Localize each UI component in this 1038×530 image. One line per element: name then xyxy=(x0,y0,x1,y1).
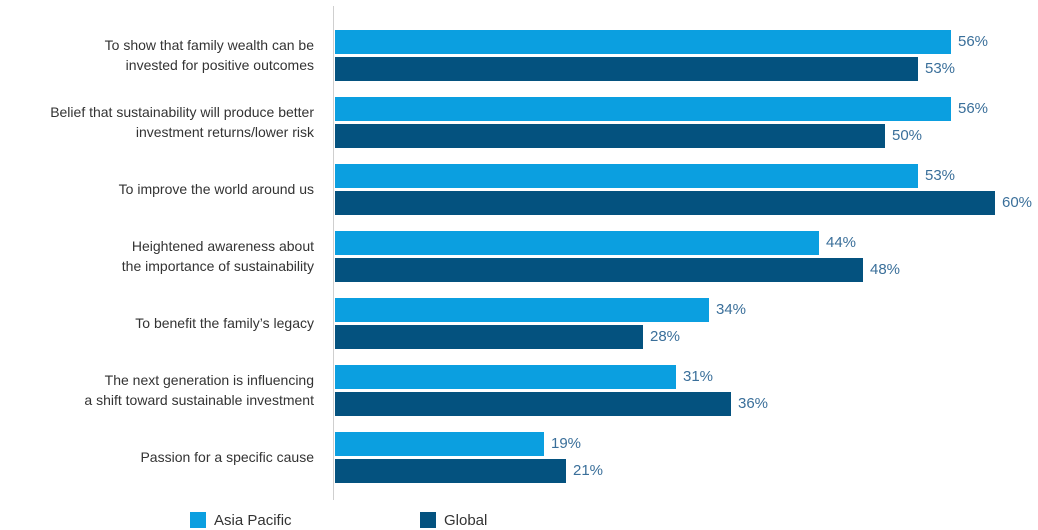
category-label-line: the importance of sustainability xyxy=(121,258,314,274)
bar-global xyxy=(335,392,731,416)
bar-global xyxy=(335,459,566,483)
category-label-line: Belief that sustainability will produce … xyxy=(50,104,314,120)
category-label-line: To improve the world around us xyxy=(118,181,314,197)
bar-asia-pacific xyxy=(335,164,918,188)
category-label-line: The next generation is influencing xyxy=(104,372,314,388)
category-label-line: a shift toward sustainable investment xyxy=(84,392,314,408)
legend-item: Asia Pacific xyxy=(190,510,292,530)
category-label-line: To benefit the family’s legacy xyxy=(135,315,314,331)
bar-asia-pacific xyxy=(335,97,951,121)
bar-asia-pacific xyxy=(335,231,819,255)
data-label: 31% xyxy=(683,368,714,385)
category-label: To show that family wealth can be investe… xyxy=(105,35,314,75)
data-label: 53% xyxy=(925,167,956,184)
data-label: 50% xyxy=(892,127,923,144)
data-label: 60% xyxy=(1002,194,1033,211)
bar-global xyxy=(335,258,863,282)
data-label: 53% xyxy=(925,60,956,77)
category-label: To improve the world around us xyxy=(119,179,314,199)
bar-global xyxy=(335,57,918,81)
bar-asia-pacific xyxy=(335,298,709,322)
category-label: Belief that sustainability will produce … xyxy=(50,102,314,142)
category-label-line: Passion for a specific cause xyxy=(140,449,314,465)
data-label: 19% xyxy=(551,435,582,452)
bar-global xyxy=(335,191,995,215)
data-label: 48% xyxy=(870,261,901,278)
data-label: 21% xyxy=(573,462,604,479)
category-label: Heightened awareness about the importance… xyxy=(122,236,314,276)
bar-global xyxy=(335,124,885,148)
legend-label: Asia Pacific xyxy=(214,511,292,529)
category-axis-line xyxy=(333,6,334,500)
bar-asia-pacific xyxy=(335,365,676,389)
legend-swatch xyxy=(190,512,206,528)
legend-swatch xyxy=(420,512,436,528)
data-label: 56% xyxy=(958,33,989,50)
data-label: 36% xyxy=(738,395,769,412)
bar-global xyxy=(335,325,643,349)
category-label-line: To show that family wealth can be xyxy=(104,37,314,53)
data-label: 44% xyxy=(826,234,857,251)
category-label: The next generation is influencing a shif… xyxy=(84,370,314,410)
category-label: Passion for a specific cause xyxy=(140,447,314,467)
legend-label: Global xyxy=(444,511,488,529)
data-label: 56% xyxy=(958,100,989,117)
data-label: 28% xyxy=(650,328,681,345)
category-label-line: invested for positive outcomes xyxy=(125,57,314,73)
bar-asia-pacific xyxy=(335,30,951,54)
category-label-line: Heightened awareness about xyxy=(131,238,314,254)
bar-asia-pacific xyxy=(335,432,544,456)
data-label: 34% xyxy=(716,301,747,318)
category-label-line: investment returns/lower risk xyxy=(135,124,314,140)
legend-item: Global xyxy=(420,510,487,530)
category-label: To benefit the family’s legacy xyxy=(135,313,314,333)
